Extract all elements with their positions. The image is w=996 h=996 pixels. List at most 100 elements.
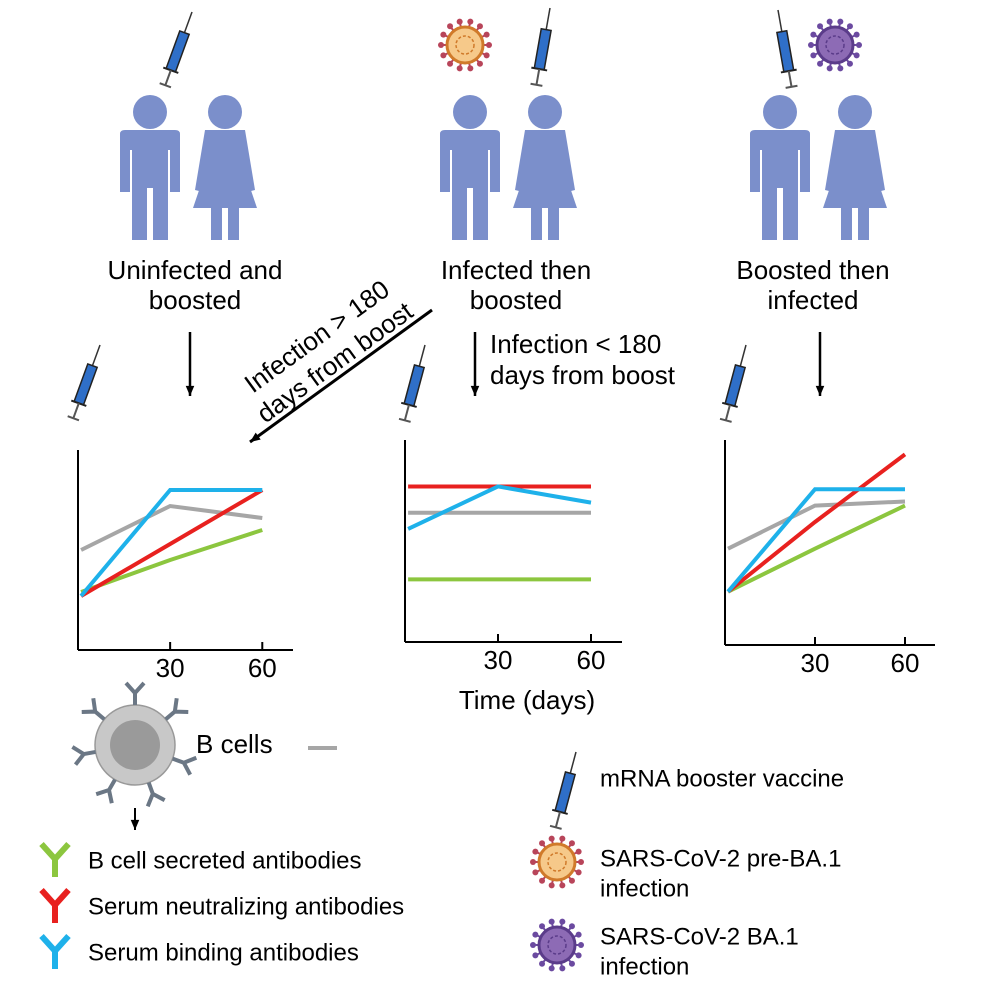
virus-spike-head [568, 877, 575, 884]
b-cell-nucleus [110, 720, 160, 770]
virus-spike-head [817, 23, 824, 30]
virus-core [825, 35, 845, 55]
arrow-head [250, 432, 261, 442]
virus-spike-head [532, 931, 539, 938]
virus-spike-head [559, 882, 566, 889]
legend-label: mRNA booster vaccine [600, 765, 844, 792]
virus-spike-head [476, 23, 483, 30]
virus-spike-head [575, 952, 582, 959]
virus-spike-head [853, 52, 860, 59]
virus-core [455, 35, 475, 55]
virus-spike-head [837, 18, 844, 25]
virus-spike-head [447, 60, 454, 67]
virus-spike-head [530, 942, 536, 948]
arrow-head [130, 819, 140, 830]
virus-spike-head [837, 65, 844, 72]
virus-spike-head [483, 31, 490, 38]
series-line [80, 528, 263, 594]
x-tick-label: 30 [801, 648, 830, 678]
series-line [727, 499, 906, 551]
virus-body [815, 25, 855, 65]
group-label: boosted [470, 285, 563, 315]
arrow-head [185, 385, 195, 396]
series-line [80, 488, 264, 598]
virus-spike-head [846, 60, 853, 67]
virus-spike-head [559, 965, 566, 972]
virus-spike-head [532, 952, 539, 959]
virus-spike-head [808, 42, 814, 48]
legend-label: SARS-CoV-2 pre-BA.1 [600, 845, 841, 872]
virus-pre-ba1 [438, 18, 492, 72]
series-line [79, 488, 263, 598]
virus-spike-head [853, 31, 860, 38]
antibody-label: Serum binding antibodies [88, 939, 359, 966]
x-axis-label: Time (days) [459, 685, 595, 715]
virus-spike-head [467, 18, 474, 25]
virus-spike-head [539, 877, 546, 884]
syringe-icon [717, 341, 755, 424]
virus-spike-head [559, 918, 566, 925]
series-line [726, 487, 905, 593]
virus-spike-head [539, 840, 546, 847]
x-tick-label: 60 [577, 645, 606, 675]
virus-core [547, 852, 567, 872]
virus-ba1 [530, 918, 584, 972]
legend-label: infection [600, 953, 689, 980]
syringe-icon [769, 7, 801, 90]
syringe-icon [156, 8, 201, 90]
arrow-label: days from boost [490, 360, 676, 390]
antibody-icon [42, 844, 69, 877]
syringe-icon [396, 341, 434, 424]
virus-spike-head [530, 859, 536, 865]
virus-spike-head [575, 869, 582, 876]
virus-spike-head [532, 848, 539, 855]
virus-spike-head [486, 42, 492, 48]
virus-spike-head [483, 52, 490, 59]
group-label: Infected then [441, 255, 591, 285]
group-label: boosted [149, 285, 242, 315]
syringe-icon [64, 341, 109, 423]
group-label: Boosted then [736, 255, 889, 285]
virus-spike-head [539, 923, 546, 930]
virus-spike-head [575, 848, 582, 855]
virus-spike-head [826, 18, 833, 25]
b-cells-label: B cells [196, 729, 273, 759]
arrow-head [815, 385, 825, 396]
virus-spike-head [548, 918, 555, 925]
virus-body [537, 842, 577, 882]
man-icon [750, 95, 810, 240]
arrow [249, 308, 433, 444]
b-cell-receptor [70, 741, 100, 767]
x-tick-label: 60 [248, 653, 277, 683]
series-line [80, 503, 263, 552]
virus-spike-head [447, 23, 454, 30]
virus-spike-head [568, 960, 575, 967]
woman-icon [513, 95, 577, 240]
legend-label: SARS-CoV-2 BA.1 [600, 923, 799, 950]
virus-spike-head [548, 965, 555, 972]
antibody-icon [42, 890, 69, 923]
virus-spike-head [532, 869, 539, 876]
arrow-label: Infection < 180 [490, 329, 661, 359]
virus-spike-head [568, 840, 575, 847]
virus-spike-head [548, 835, 555, 842]
group-label: Uninfected and [108, 255, 283, 285]
virus-spike-head [578, 942, 584, 948]
virus-body [537, 925, 577, 965]
virus-spike-head [568, 923, 575, 930]
virus-spike-head [810, 31, 817, 38]
virus-spike-head [810, 52, 817, 59]
virus-spike-head [467, 65, 474, 72]
b-cell-receptor [124, 681, 146, 707]
virus-spike-head [846, 23, 853, 30]
antibody-label: B cell secreted antibodies [88, 847, 362, 874]
woman-icon [823, 95, 887, 240]
virus-body [445, 25, 485, 65]
virus-spike-head [817, 60, 824, 67]
series-line [727, 503, 906, 594]
virus-spike-head [440, 52, 447, 59]
group-label: infected [767, 285, 858, 315]
virus-spike-head [559, 835, 566, 842]
man-icon [120, 95, 180, 240]
